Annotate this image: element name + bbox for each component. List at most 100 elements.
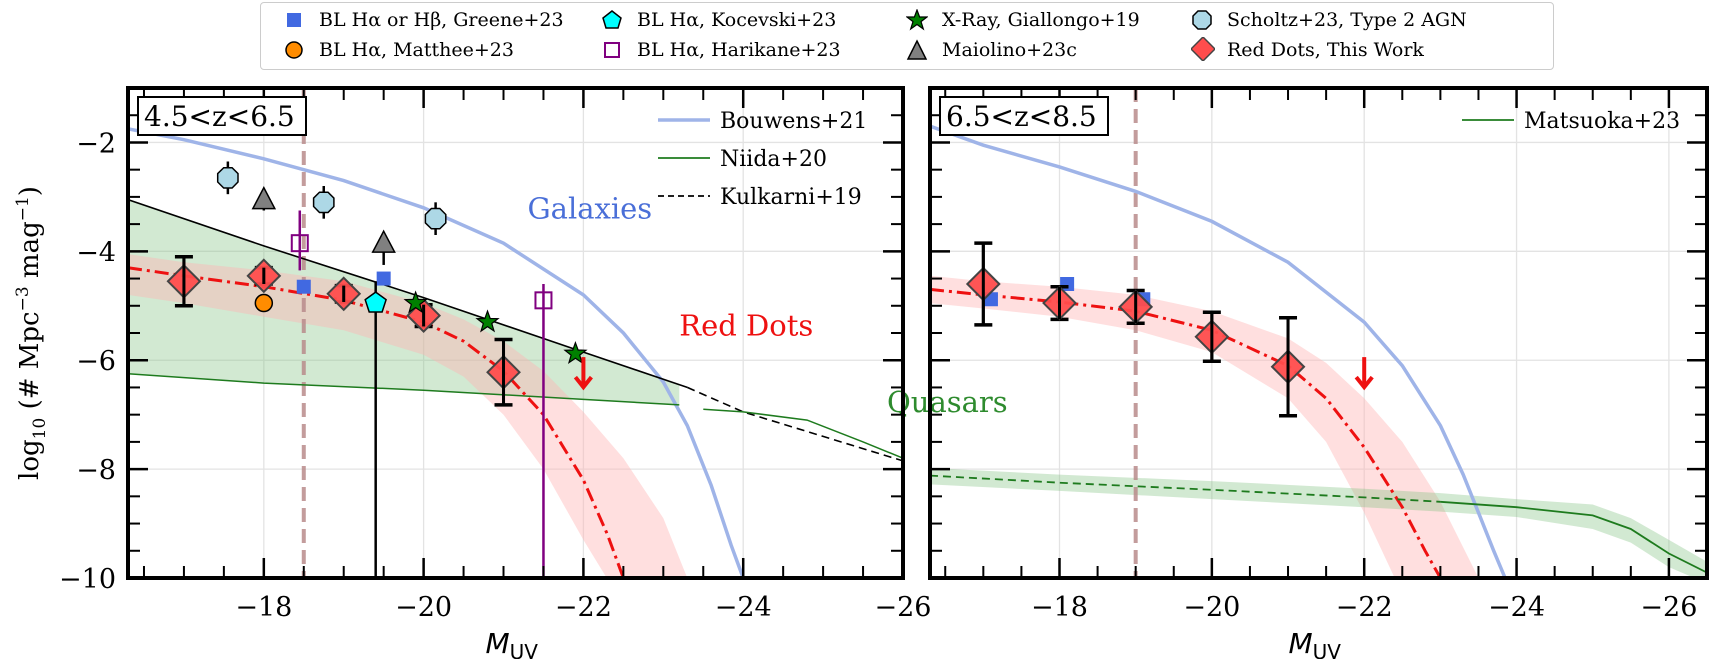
data-point-kocevski-23 — [364, 281, 387, 578]
data-point-giallongo-19 — [563, 340, 588, 365]
octagon-marker — [216, 166, 239, 189]
bouwens-21-line — [930, 124, 1507, 578]
quasar-band-band — [128, 199, 680, 405]
data-point-red-dots-this-work — [1194, 310, 1230, 364]
arrow-head — [573, 375, 593, 391]
niida-20-bright-line — [703, 408, 903, 460]
star-marker — [403, 290, 428, 314]
triangle-marker — [251, 185, 277, 210]
octagon-marker-icon — [1191, 9, 1213, 31]
y-axis-label: log10 (# Mpc−3 mag−1) — [13, 186, 50, 480]
legend-item-greene: BL Hα or Hβ, Greene+23 — [283, 9, 564, 31]
star-marker-icon — [906, 9, 928, 31]
legend-label: Scholtz+23, Type 2 AGN — [1227, 9, 1467, 31]
legend-label: Red Dots, This Work — [1227, 39, 1424, 61]
matsuoka-23-line — [1440, 500, 1707, 574]
plot-area — [128, 88, 903, 578]
data-point-greene-23 — [376, 271, 391, 286]
red-dots-fit-line — [930, 287, 1442, 578]
square-marker-icon — [283, 9, 305, 31]
y-tick-label: −4 — [76, 237, 116, 268]
data-point-matthee-23 — [254, 293, 274, 313]
redshift-range-text: 4.5<z<6.5 — [144, 100, 295, 133]
data-point-scholtz-23 — [424, 202, 447, 235]
data-point-giallongo-19 — [403, 290, 428, 314]
x-tick-label: −22 — [1336, 592, 1393, 623]
octagon-marker — [424, 207, 447, 230]
plot-area — [930, 88, 1707, 578]
data-point-red-dots-this-work — [326, 276, 362, 312]
kulkarni-line-dashed — [686, 386, 903, 462]
square-marker — [376, 271, 391, 286]
y-tick-label: −2 — [76, 128, 116, 159]
upper-limit-arrow — [573, 357, 593, 391]
legend-item-maiolino: Maiolino+23c — [906, 39, 1077, 61]
red-dots-fit-line — [128, 266, 625, 578]
redshift-range-label: 4.5<z<6.5 — [137, 96, 307, 136]
data-point-red-dots-this-work — [1270, 316, 1306, 418]
pentagon-marker-icon — [601, 9, 623, 31]
data-point-red-dots-this-work — [166, 255, 202, 308]
data-point-giallongo-19 — [475, 309, 500, 333]
panel-left: Galaxies Red Dots Quasars Bouwens+21 Niida+2… — [13, 86, 1008, 659]
redshift-range-text: 6.5<z<8.5 — [946, 100, 1097, 133]
annotation-label: Quasars — [887, 385, 1008, 419]
x-tick-label: −20 — [395, 592, 452, 623]
legend-item-scholtz: Scholtz+23, Type 2 AGN — [1191, 9, 1467, 31]
star-marker — [563, 340, 588, 365]
y-tick-label: −6 — [76, 346, 116, 377]
data-point-red-dots-this-work — [1118, 288, 1154, 325]
arrow-head — [1354, 375, 1374, 391]
x-tick-label: −22 — [555, 592, 612, 623]
open-square-marker — [290, 234, 309, 253]
x-axis-label: MUV — [1289, 627, 1342, 659]
triangle-marker — [371, 229, 396, 253]
data-point-scholtz-23 — [216, 161, 239, 195]
data-point-harikane-23 — [534, 284, 553, 578]
redshift-range-label: 6.5<z<8.5 — [939, 96, 1109, 136]
niida-20-line — [128, 373, 680, 406]
y-tick-label: −10 — [59, 564, 116, 595]
legend-label: BL Hα or Hβ, Greene+23 — [319, 9, 564, 31]
data-point-red-dots-this-work — [965, 241, 1001, 327]
circle-marker — [254, 293, 274, 313]
open-square-marker-icon — [601, 39, 623, 61]
pentagon-marker — [364, 291, 387, 313]
matsuoka-23-extrapolated-line — [930, 474, 1441, 503]
data-point-red-dots-this-work — [246, 258, 282, 294]
x-tick-label: −18 — [1031, 592, 1088, 623]
x-tick-label: −26 — [875, 592, 932, 623]
figure-legend: BL Hα or Hβ, Greene+23 BL Hα, Matthee+23… — [260, 2, 1554, 70]
data-point-red-dots-this-work — [486, 337, 521, 407]
legend-item-matthee: BL Hα, Matthee+23 — [283, 39, 514, 61]
data-point-harikane-23 — [290, 210, 309, 271]
legend-item-red-dots: Red Dots, This Work — [1191, 37, 1424, 61]
data-point-scholtz-23 — [312, 186, 335, 219]
inline-legend-entry: Kulkarni+19 — [658, 185, 862, 210]
x-tick-label: −18 — [235, 592, 292, 623]
x-axis-label: MUV — [486, 627, 539, 659]
inline-legend-entry: Niida+20 — [658, 147, 827, 172]
x-tick-label: −26 — [1640, 592, 1697, 623]
upper-limit-arrow — [1354, 357, 1374, 391]
legend-label: BL Hα, Harikane+23 — [637, 39, 841, 61]
annotation-label: Red Dots — [679, 309, 813, 343]
inline-legend-label: Bouwens+21 — [720, 109, 867, 134]
data-point-red-dots-this-work — [1042, 284, 1077, 322]
triangle-marker-icon — [906, 39, 928, 61]
x-tick-label: −24 — [1488, 592, 1545, 623]
legend-item-harikane: BL Hα, Harikane+23 — [601, 39, 841, 61]
legend-label: Maiolino+23c — [942, 39, 1077, 61]
legend-label: BL Hα, Kocevski+23 — [637, 9, 837, 31]
x-tick-label: −24 — [715, 592, 772, 623]
legend-label: X-Ray, Giallongo+19 — [942, 9, 1140, 31]
inline-legend-label: Niida+20 — [720, 147, 827, 172]
legend-item-giallongo: X-Ray, Giallongo+19 — [906, 9, 1140, 31]
square-marker — [296, 279, 311, 294]
legend-label: BL Hα, Matthee+23 — [319, 39, 514, 61]
matsuoka-23-band-band — [930, 468, 1707, 578]
data-point-maiolino-23c — [371, 229, 396, 265]
inline-legend-label: Matsuoka+23 — [1524, 109, 1680, 134]
octagon-marker — [312, 191, 335, 214]
